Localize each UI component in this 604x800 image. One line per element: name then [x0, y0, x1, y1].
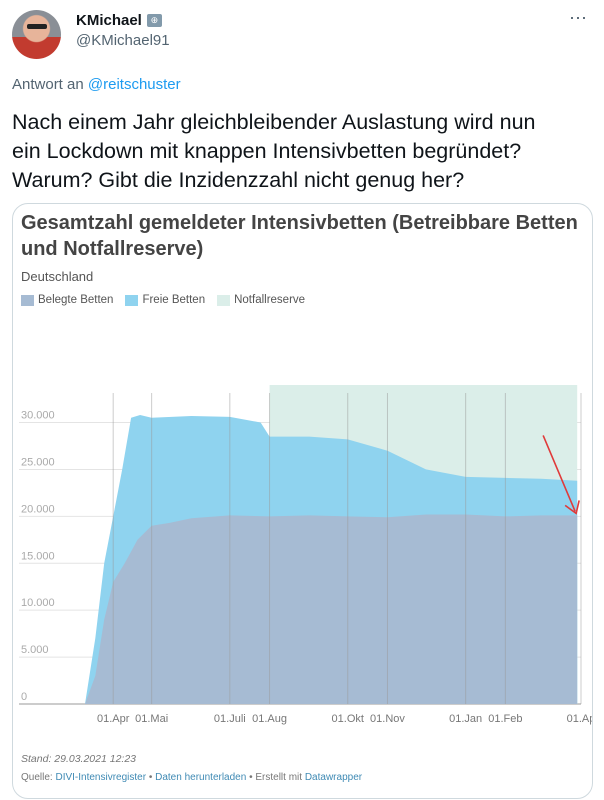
x-tick-label: 01.Feb — [488, 713, 522, 725]
tweet-text: Nach einem Jahr gleichbleibender Auslast… — [12, 108, 597, 195]
author-row: KMichael ⊕ — [76, 12, 162, 29]
chart-title: Gesamtzahl gemeldeter Intensivbetten (Be… — [21, 210, 581, 262]
legend-item: Belegte Betten — [21, 294, 113, 306]
x-tick-label: 01.Okt — [332, 713, 364, 725]
chart-title-line: und Notfallreserve) — [21, 238, 204, 260]
legend-label: Notfallreserve — [234, 294, 306, 306]
reply-mention-link[interactable]: @reitschuster — [87, 76, 181, 93]
footer-source-label: Quelle: — [21, 772, 56, 783]
chart-legend: Belegte Betten Freie Betten Notfallreser… — [21, 294, 305, 306]
divi-link[interactable]: DIVI-Intensivregister — [55, 772, 147, 783]
avatar[interactable] — [12, 10, 61, 59]
datawrapper-link[interactable]: Datawrapper — [304, 772, 363, 783]
chart-footer-source: Quelle: DIVI-Intensivregister • Daten he… — [21, 772, 362, 783]
y-tick-label: 5.000 — [21, 644, 49, 656]
avatar-glasses — [27, 24, 47, 29]
y-tick-label: 0 — [21, 691, 27, 703]
x-tick-label: 01.Ap — [567, 713, 593, 725]
tweet-line: Warum? Gibt die Inzidenzzahl nicht genug… — [12, 168, 465, 192]
x-tick-label: 01.Juli — [214, 713, 246, 725]
legend-label: Belegte Betten — [38, 294, 114, 306]
author-name[interactable]: KMichael — [76, 12, 142, 29]
y-tick-label: 10.000 — [21, 597, 55, 609]
chart-title-line: Gesamtzahl gemeldeter Intensivbetten (Be… — [21, 212, 578, 234]
chart-plot: 0 5.000 10.000 15.000 20.000 25.000 30.000 01.A… — [19, 385, 593, 725]
annotation-arrow — [542, 435, 576, 512]
tweet-line: Nach einem Jahr gleichbleibender Auslast… — [12, 110, 536, 134]
x-tick-label: 01.Aug — [252, 713, 287, 725]
chart-footer-date: Stand: 29.03.2021 12:23 — [21, 753, 137, 765]
y-tick-label: 15.000 — [21, 550, 55, 562]
x-tick-label: 01.Nov — [370, 713, 405, 725]
download-link[interactable]: Daten herunterladen — [155, 772, 247, 783]
legend-item: Freie Betten — [125, 294, 205, 306]
un-badge-icon: ⊕ — [146, 14, 162, 27]
reply-prefix: Antwort an — [12, 76, 84, 93]
annotation-arrowhead — [564, 500, 580, 515]
tweet-media-card[interactable]: Gesamtzahl gemeldeter Intensivbetten (Be… — [12, 203, 593, 799]
tweet-line: ein Lockdown mit knappen Intensivbetten … — [12, 139, 522, 163]
y-tick-label: 20.000 — [21, 503, 55, 515]
reply-context: Antwort an @reitschuster — [12, 76, 181, 93]
legend-item: Notfallreserve — [217, 294, 305, 306]
footer-sep: • — [146, 772, 156, 783]
chart-subtitle: Deutschland — [21, 269, 94, 284]
y-tick-label: 30.000 — [21, 410, 55, 422]
more-options-icon[interactable]: ⋯ — [569, 8, 588, 28]
legend-swatch-frei — [125, 294, 139, 306]
legend-label: Freie Betten — [142, 294, 206, 306]
legend-swatch-reserve — [217, 294, 231, 306]
series-area-belegte-betten — [85, 514, 578, 704]
x-tick-label: 01.Mai — [135, 713, 168, 725]
x-tick-label: 01.Apr — [97, 713, 130, 725]
legend-swatch-belegt — [21, 294, 34, 306]
author-handle[interactable]: @KMichael91 — [76, 32, 170, 49]
x-tick-label: 01.Jan — [449, 713, 482, 725]
y-tick-label: 25.000 — [21, 456, 55, 468]
footer-sep: • Erstellt mit — [246, 772, 305, 783]
